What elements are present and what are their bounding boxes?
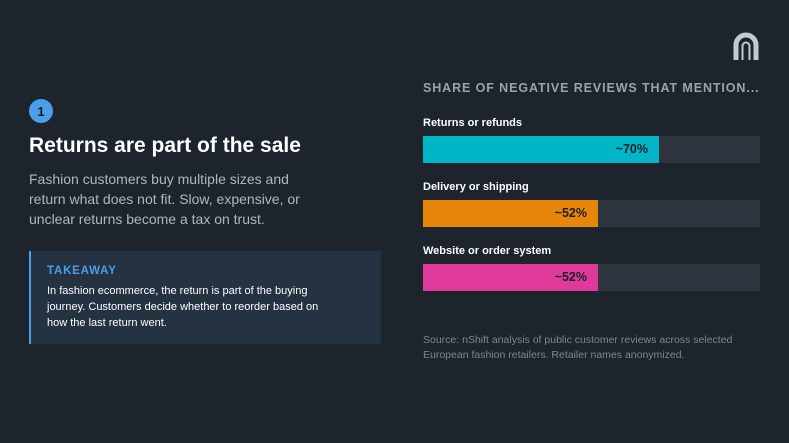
bar: [423, 264, 598, 291]
chart-source-note: Source: nShift analysis of public custom…: [423, 334, 733, 361]
takeaway-label: TAKEAWAY: [47, 265, 117, 277]
bar-value-label: ~52%: [554, 206, 587, 220]
bar-category-label: Website or order system: [423, 245, 552, 257]
takeaway-text: In fashion ecommerce, the return is part…: [47, 285, 319, 329]
nshift-logo-icon: [732, 32, 760, 60]
takeaway-callout: TAKEAWAY In fashion ecommerce, the retur…: [29, 251, 381, 344]
bar-value-label: ~52%: [554, 270, 587, 284]
step-number-badge: 1: [29, 99, 53, 123]
chart-title: SHARE OF NEGATIVE REVIEWS THAT MENTION..…: [423, 81, 760, 95]
bar-value-label: ~70%: [615, 142, 648, 156]
slide-body-text: Fashion customers buy multiple sizes and…: [29, 171, 300, 227]
bar-category-label: Delivery or shipping: [423, 181, 529, 193]
slide-headline: Returns are part of the sale: [29, 134, 301, 157]
bar-track: ~52%: [423, 264, 760, 291]
bar-track: ~52%: [423, 200, 760, 227]
bar: [423, 136, 659, 163]
bar-track: ~70%: [423, 136, 760, 163]
bar: [423, 200, 598, 227]
bar-category-label: Returns or refunds: [423, 117, 523, 129]
